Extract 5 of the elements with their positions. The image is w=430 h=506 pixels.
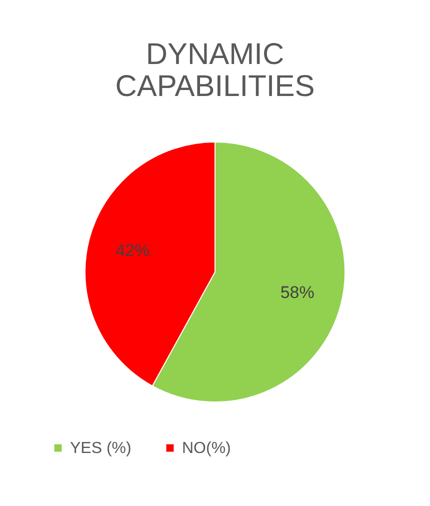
legend-label: NO(%): [182, 440, 231, 457]
data-label: 58%: [280, 283, 314, 302]
legend-label: YES (%): [70, 440, 132, 457]
data-label: 42%: [116, 240, 150, 260]
chart-title: DYNAMIC CAPABILITIES: [115, 38, 315, 103]
